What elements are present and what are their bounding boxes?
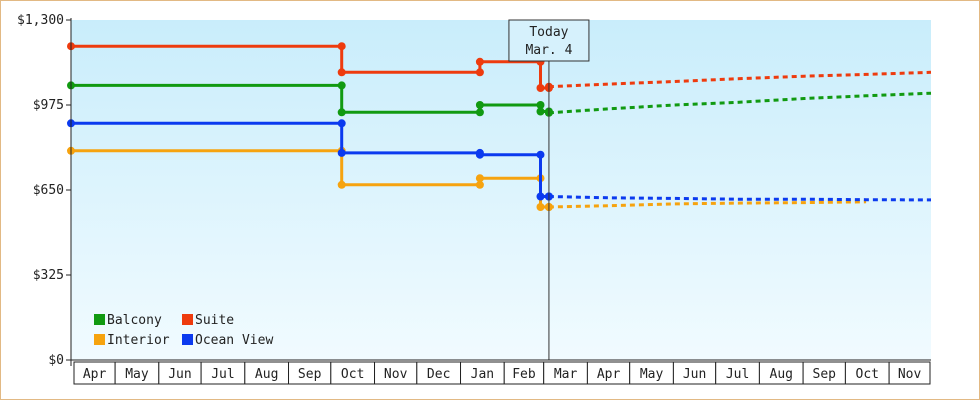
x-month-box [888, 361, 931, 385]
legend-swatch [182, 314, 193, 325]
x-tick-label: Sep [298, 367, 322, 382]
ocean-view-point [337, 148, 346, 157]
suite-projection-line [548, 70, 932, 89]
legend-item-suite: Suite [182, 313, 234, 328]
interior-point [337, 180, 346, 189]
series-suite [67, 42, 932, 92]
balcony-point [475, 108, 484, 117]
x-tick-label: Jul [726, 367, 749, 382]
legend-label: Interior [107, 333, 170, 348]
x-tick-label: May [640, 367, 664, 382]
series-ocean-view [67, 119, 932, 202]
balcony-point [536, 101, 545, 109]
legend-label: Balcony [107, 313, 162, 328]
today-date: Mar. 4 [525, 43, 572, 58]
today-box [508, 19, 590, 62]
x-tick-label: Jun [168, 367, 191, 382]
legend: Balcony Suite Interior Ocean View [94, 313, 273, 348]
x-tick-label: Nov [384, 367, 408, 382]
y-tick-label: $1,300 [17, 13, 64, 28]
axes: $0 $325 $650 $975 $1,300 Apr May Jun Jul Aug Sep Oc… [17, 13, 931, 385]
balcony-point [337, 81, 346, 90]
series-layer [67, 42, 932, 211]
x-tick-label: Feb [512, 367, 536, 382]
x-tick-label: Dec [427, 367, 450, 382]
ocean-view-point [536, 150, 545, 159]
suite-point [337, 68, 346, 77]
x-tick-label: Apr [597, 367, 621, 382]
today-label: Today [529, 25, 568, 40]
y-tick-label: $325 [33, 268, 64, 283]
x-tick-label: Apr [83, 367, 107, 382]
legend-swatch [94, 334, 105, 345]
x-tick-label: May [125, 367, 149, 382]
x-tick-label: Aug [255, 367, 278, 382]
y-tick-label: $975 [33, 98, 64, 113]
legend-item-interior: Interior [94, 333, 170, 348]
x-tick-label: Oct [856, 367, 879, 382]
suite-point [337, 42, 346, 51]
interior-point [536, 203, 545, 211]
ocean-view-point [475, 150, 484, 159]
suite-point [475, 68, 484, 77]
y-tick-label: $0 [48, 353, 64, 368]
legend-label: Suite [195, 313, 234, 328]
balcony-point [536, 107, 545, 116]
x-tick-label: Sep [813, 367, 837, 382]
interior-point [475, 180, 484, 189]
suite-point [475, 57, 484, 66]
legend-item-balcony: Balcony [94, 313, 162, 328]
x-tick-label: Aug [770, 367, 793, 382]
x-tick-label: Jun [683, 367, 706, 382]
today-marker: Today Mar. 4 [508, 19, 590, 360]
legend-swatch [94, 314, 105, 325]
x-tick-label: Jan [471, 367, 494, 382]
ocean-view-projection-line [548, 195, 932, 202]
balcony-projection-line [548, 91, 932, 115]
balcony-point [475, 101, 484, 109]
suite-history-line [71, 44, 549, 90]
ocean-view-point [536, 192, 545, 201]
x-tick-label: Oct [341, 367, 364, 382]
legend-label: Ocean View [195, 333, 273, 348]
x-tick-label: Jul [211, 367, 234, 382]
ocean-view-point [337, 119, 346, 128]
interior-projection-line [548, 200, 867, 209]
x-tick-label: Nov [898, 367, 922, 382]
x-tick-label: Mar [554, 367, 578, 382]
legend-item-ocean-view: Ocean View [182, 333, 273, 348]
interior-point [475, 174, 484, 183]
legend-swatch [182, 334, 193, 345]
y-tick-label: $650 [33, 183, 64, 198]
plot-area [71, 20, 931, 360]
suite-point [536, 84, 545, 92]
balcony-point [337, 108, 346, 117]
